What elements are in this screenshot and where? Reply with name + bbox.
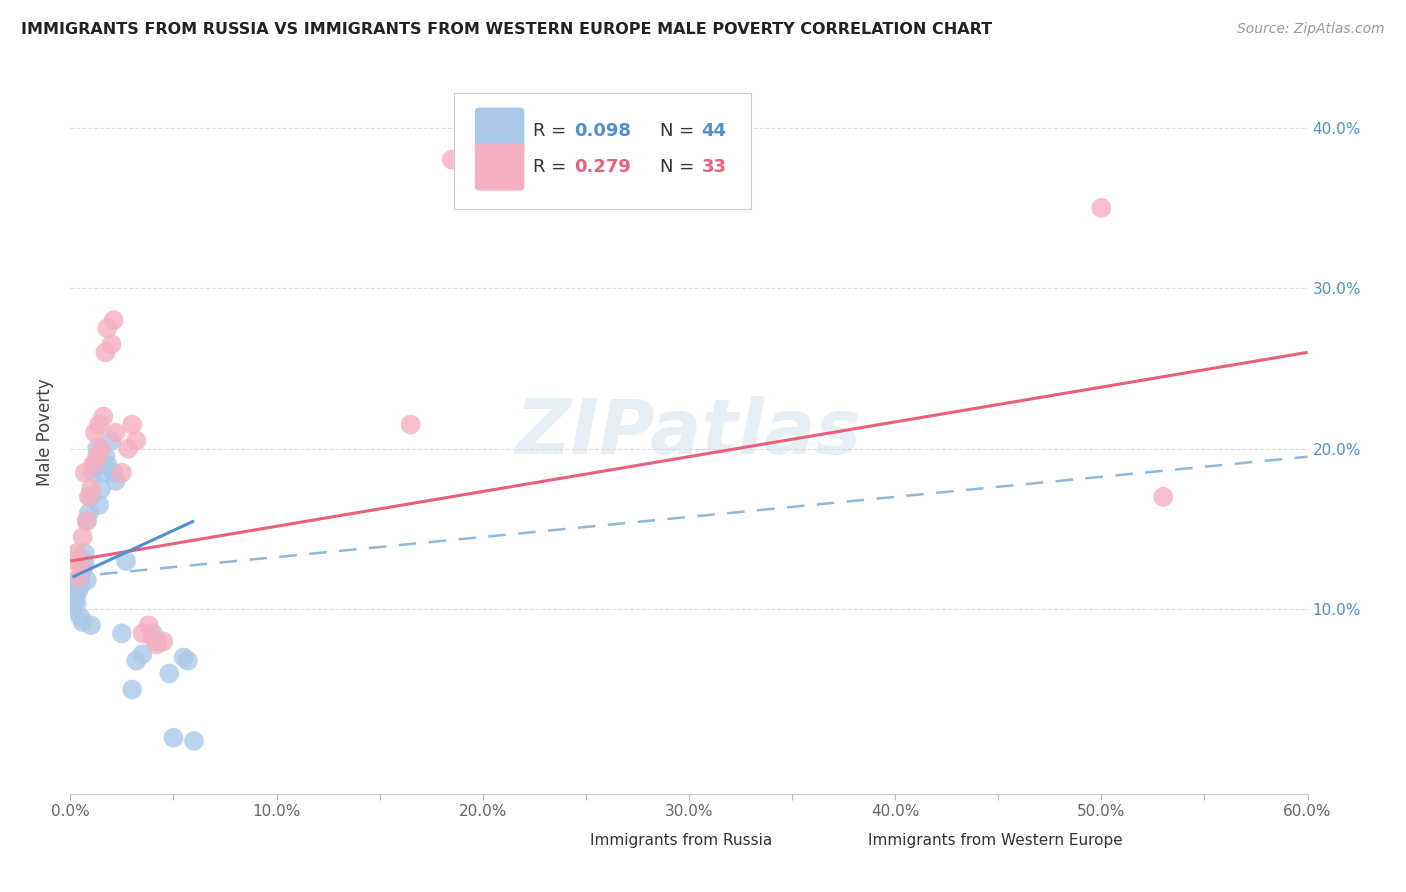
Text: 0.098: 0.098 (574, 122, 631, 140)
Point (157, 666, 180, 681)
Text: IMMIGRANTS FROM RUSSIA VS IMMIGRANTS FROM WESTERN EUROPE MALE POVERTY CORRELATIO: IMMIGRANTS FROM RUSSIA VS IMMIGRANTS FRO… (21, 22, 993, 37)
Point (73, 558, 96, 572)
Point (131, 647, 153, 661)
Point (125, 654, 148, 668)
Point (1152, 490, 1174, 504)
Point (77, 506, 100, 520)
Point (89, 417, 111, 432)
Point (94, 345, 117, 359)
Point (146, 638, 169, 652)
Point (121, 417, 143, 432)
Point (80, 490, 103, 504)
Point (65, 546, 87, 560)
Point (142, 631, 165, 645)
FancyBboxPatch shape (821, 830, 859, 853)
Point (142, 626, 165, 640)
Point (73, 466, 96, 480)
Point (77, 490, 100, 504)
Point (73, 546, 96, 560)
Point (440, 153, 463, 167)
FancyBboxPatch shape (475, 144, 524, 191)
Point (90, 442, 112, 456)
Point (125, 434, 148, 448)
Point (100, 434, 122, 448)
Point (82, 466, 104, 480)
Text: N =: N = (661, 159, 700, 177)
Point (72, 615, 94, 629)
Point (152, 634, 174, 648)
Text: 44: 44 (702, 122, 727, 140)
Point (84, 458, 107, 472)
Point (103, 313, 125, 327)
Point (177, 654, 200, 668)
Point (69, 558, 91, 572)
Point (80, 618, 103, 632)
Point (72, 554, 94, 568)
Point (104, 474, 127, 488)
Point (63, 554, 86, 568)
Point (82, 458, 104, 472)
Point (63, 594, 86, 608)
FancyBboxPatch shape (543, 830, 581, 853)
Point (80, 482, 103, 496)
Point (67, 582, 90, 597)
Text: 0.279: 0.279 (574, 159, 631, 177)
Point (67, 570, 90, 584)
Point (111, 466, 134, 480)
Y-axis label: Male Poverty: Male Poverty (37, 379, 55, 486)
Point (115, 554, 138, 568)
Point (69, 578, 91, 592)
Point (76, 574, 98, 588)
Point (183, 734, 205, 748)
Point (76, 514, 98, 528)
Point (121, 682, 143, 697)
Point (69, 610, 91, 624)
Point (86, 442, 108, 456)
Point (111, 626, 134, 640)
FancyBboxPatch shape (454, 93, 751, 209)
Point (65, 578, 87, 592)
Point (117, 442, 139, 456)
Point (63, 586, 86, 600)
Point (86, 450, 108, 464)
Point (69, 570, 91, 584)
Point (84, 425, 107, 440)
Point (94, 450, 117, 464)
Point (96, 458, 118, 472)
Point (67, 574, 90, 588)
Point (72, 530, 94, 544)
Text: Immigrants from Russia: Immigrants from Russia (591, 833, 772, 848)
Point (104, 425, 127, 440)
Point (399, 417, 422, 432)
Point (96, 321, 118, 335)
Point (90, 482, 112, 496)
Point (131, 626, 153, 640)
Point (72, 562, 94, 576)
Text: R =: R = (533, 159, 572, 177)
Point (65, 598, 87, 612)
Point (100, 337, 122, 351)
Point (91, 409, 114, 424)
Point (1090, 201, 1112, 215)
FancyBboxPatch shape (475, 108, 524, 154)
Text: ZIPatlas: ZIPatlas (516, 396, 862, 469)
Point (138, 618, 160, 632)
Point (91, 466, 114, 480)
Point (173, 650, 195, 665)
Text: Immigrants from Western Europe: Immigrants from Western Europe (869, 833, 1123, 848)
Text: R =: R = (533, 122, 572, 140)
Point (103, 466, 125, 480)
Point (146, 634, 169, 648)
Point (60, 602, 83, 616)
Text: N =: N = (661, 122, 700, 140)
Point (76, 514, 98, 528)
Point (89, 498, 111, 512)
Text: 33: 33 (702, 159, 727, 177)
Point (65, 590, 87, 604)
Point (162, 731, 184, 745)
Text: Source: ZipAtlas.com: Source: ZipAtlas.com (1237, 22, 1385, 37)
